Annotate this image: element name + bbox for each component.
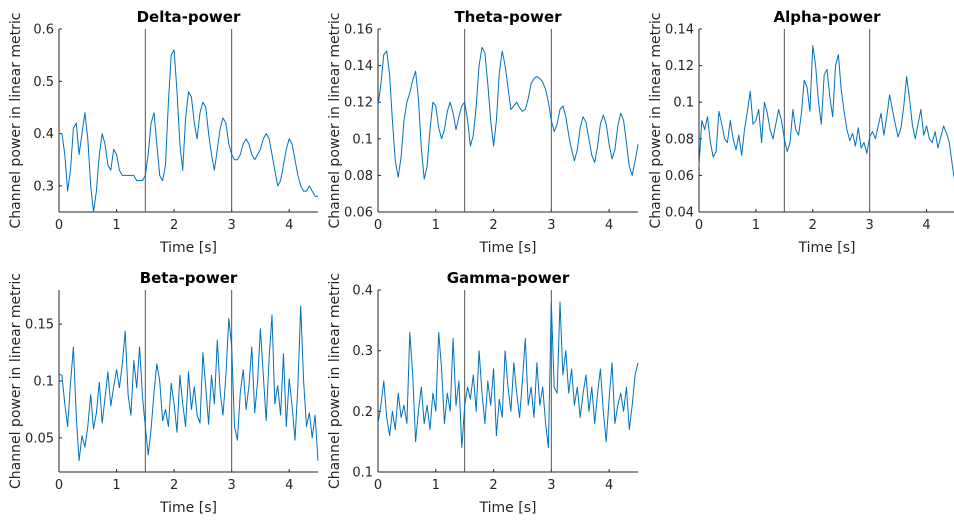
y-tick-label: 0.14	[665, 23, 694, 38]
y-tick-label: 0.12	[344, 96, 373, 111]
data-series-line	[698, 45, 954, 180]
chart-panel-4: 0 1 2 3 4 0.05 0.1 0.15 Beta-power Time [s] Channe…	[8, 269, 319, 516]
y-axis-label: Channel power in linear metric	[8, 273, 24, 489]
x-axis-label: Time [s]	[159, 500, 217, 516]
x-tick-label: 2	[489, 218, 497, 233]
y-tick-label: 0.06	[344, 206, 373, 221]
y-tick-label: 0.3	[33, 179, 54, 194]
y-axis-label: Channel power in linear metric	[8, 13, 24, 229]
y-tick-label: 0.1	[33, 375, 54, 390]
y-tick-label: 0.1	[352, 132, 373, 147]
x-axis-label: Time [s]	[479, 240, 537, 256]
x-tick-label: 3	[228, 478, 236, 493]
x-tick-label: 4	[922, 218, 930, 233]
y-tick-label: 0.3	[352, 344, 373, 359]
chart-panel-5: 0 1 2 3 4 0.1 0.2 0.3 0.4 Gamma-power Time [s] Chan…	[327, 269, 639, 516]
y-axis-label: Channel power in linear metric	[327, 273, 343, 489]
y-tick-label: 0.08	[344, 169, 373, 184]
data-series-line	[59, 49, 318, 213]
x-tick-label: 2	[809, 218, 817, 233]
x-tick-label: 4	[605, 478, 613, 493]
x-tick-label: 1	[112, 218, 120, 233]
chart-title: Gamma-power	[447, 269, 570, 287]
y-tick-label: 0.6	[33, 23, 54, 38]
y-tick-label: 0.06	[665, 169, 694, 184]
y-tick-label: 0.14	[344, 59, 373, 74]
x-axis-label: Time [s]	[479, 500, 537, 516]
x-tick-label: 3	[547, 218, 555, 233]
chart-panel-1: 0 1 2 3 4 0.3 0.4 0.5 0.6 Delta-power Time [s] Chan…	[8, 8, 318, 256]
x-tick-label: 0	[55, 478, 63, 493]
chart-title: Delta-power	[137, 8, 241, 26]
data-series-line	[377, 301, 639, 449]
y-tick-label: 0.2	[352, 405, 373, 420]
x-tick-label: 1	[752, 218, 760, 233]
y-tick-label: 0.05	[25, 431, 54, 446]
data-series-line	[377, 46, 639, 180]
chart-title: Theta-power	[454, 8, 562, 26]
chart-title: Alpha-power	[774, 8, 882, 26]
x-axis-label: Time [s]	[798, 240, 856, 256]
x-tick-label: 0	[374, 218, 382, 233]
y-tick-label: 0.16	[344, 23, 373, 38]
y-tick-label: 0.08	[665, 132, 694, 147]
y-tick-label: 0.12	[665, 59, 694, 74]
y-tick-label: 0.1	[352, 466, 373, 481]
x-tick-label: 4	[285, 218, 293, 233]
y-axis-label: Channel power in linear metric	[648, 13, 664, 229]
x-tick-label: 0	[55, 218, 63, 233]
y-tick-label: 0.4	[352, 284, 373, 299]
chart-panel-2: 0 1 2 3 4 0.06 0.08 0.1 0.12 0.14 0.16 Theta-power T…	[327, 8, 639, 256]
x-tick-label: 0	[374, 478, 382, 493]
data-series-line	[58, 305, 319, 462]
y-tick-label: 0.15	[25, 318, 54, 333]
x-tick-label: 2	[170, 218, 178, 233]
x-tick-label: 4	[605, 218, 613, 233]
x-tick-label: 0	[695, 218, 703, 233]
x-axis-label: Time [s]	[159, 240, 217, 256]
y-axis-label: Channel power in linear metric	[327, 13, 343, 229]
x-tick-label: 4	[285, 478, 293, 493]
y-tick-label: 0.04	[665, 206, 694, 221]
x-tick-label: 1	[112, 478, 120, 493]
x-tick-label: 1	[432, 218, 440, 233]
y-tick-label: 0.5	[33, 75, 54, 90]
x-tick-label: 3	[547, 478, 555, 493]
x-tick-label: 3	[866, 218, 874, 233]
y-tick-label: 0.1	[673, 96, 694, 111]
x-tick-label: 2	[170, 478, 178, 493]
chart-title: Beta-power	[140, 269, 238, 287]
x-tick-label: 2	[489, 478, 497, 493]
chart-panel-3: 0 1 2 3 4 0.04 0.06 0.08 0.1 0.12 0.14 Alpha-power T…	[648, 8, 954, 256]
x-tick-label: 3	[228, 218, 236, 233]
y-tick-label: 0.4	[33, 127, 54, 142]
x-tick-label: 1	[432, 478, 440, 493]
